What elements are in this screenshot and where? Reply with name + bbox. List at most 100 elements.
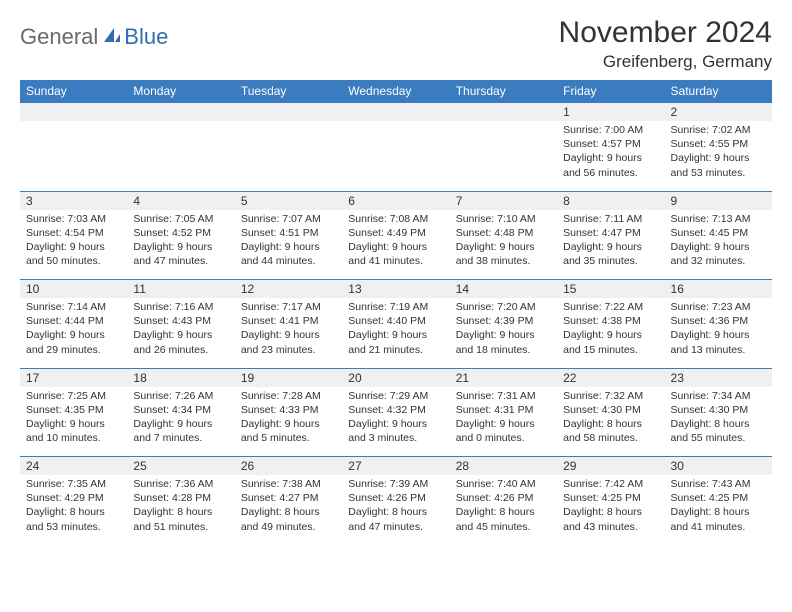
sunrise-text: Sunrise: 7:42 AM bbox=[563, 477, 658, 491]
sunset-text: Sunset: 4:54 PM bbox=[26, 226, 121, 240]
day-number-cell: 20 bbox=[342, 368, 449, 387]
day-number-cell: 3 bbox=[20, 191, 127, 210]
day-detail-cell: Sunrise: 7:16 AMSunset: 4:43 PMDaylight:… bbox=[127, 298, 234, 368]
day-number-cell: 25 bbox=[127, 457, 234, 476]
day-detail-cell: Sunrise: 7:05 AMSunset: 4:52 PMDaylight:… bbox=[127, 210, 234, 280]
daylight-text: Daylight: 9 hours and 41 minutes. bbox=[348, 240, 443, 268]
day-detail-cell bbox=[127, 121, 234, 191]
sunset-text: Sunset: 4:30 PM bbox=[671, 403, 766, 417]
day-detail-cell: Sunrise: 7:20 AMSunset: 4:39 PMDaylight:… bbox=[450, 298, 557, 368]
day-detail-cell: Sunrise: 7:10 AMSunset: 4:48 PMDaylight:… bbox=[450, 210, 557, 280]
sunset-text: Sunset: 4:25 PM bbox=[563, 491, 658, 505]
sunrise-text: Sunrise: 7:16 AM bbox=[133, 300, 228, 314]
day-detail-cell: Sunrise: 7:29 AMSunset: 4:32 PMDaylight:… bbox=[342, 387, 449, 457]
day-header: Thursday bbox=[450, 80, 557, 103]
day-header: Tuesday bbox=[235, 80, 342, 103]
day-number-cell: 24 bbox=[20, 457, 127, 476]
daylight-text: Daylight: 9 hours and 13 minutes. bbox=[671, 328, 766, 356]
day-number-cell bbox=[450, 103, 557, 122]
day-detail-cell: Sunrise: 7:36 AMSunset: 4:28 PMDaylight:… bbox=[127, 475, 234, 545]
sunrise-text: Sunrise: 7:02 AM bbox=[671, 123, 766, 137]
sunrise-text: Sunrise: 7:25 AM bbox=[26, 389, 121, 403]
day-detail-cell: Sunrise: 7:25 AMSunset: 4:35 PMDaylight:… bbox=[20, 387, 127, 457]
daynum-row: 12 bbox=[20, 103, 772, 122]
title-block: November 2024 Greifenberg, Germany bbox=[559, 16, 772, 72]
sunrise-text: Sunrise: 7:13 AM bbox=[671, 212, 766, 226]
day-detail-cell bbox=[342, 121, 449, 191]
day-number-cell bbox=[20, 103, 127, 122]
daylight-text: Daylight: 9 hours and 38 minutes. bbox=[456, 240, 551, 268]
sunrise-text: Sunrise: 7:10 AM bbox=[456, 212, 551, 226]
daylight-text: Daylight: 8 hours and 51 minutes. bbox=[133, 505, 228, 533]
day-number-cell: 23 bbox=[665, 368, 772, 387]
day-detail-cell: Sunrise: 7:39 AMSunset: 4:26 PMDaylight:… bbox=[342, 475, 449, 545]
sunrise-text: Sunrise: 7:32 AM bbox=[563, 389, 658, 403]
sunrise-text: Sunrise: 7:19 AM bbox=[348, 300, 443, 314]
day-number-cell: 30 bbox=[665, 457, 772, 476]
sunset-text: Sunset: 4:26 PM bbox=[456, 491, 551, 505]
month-title: November 2024 bbox=[559, 16, 772, 50]
daylight-text: Daylight: 8 hours and 43 minutes. bbox=[563, 505, 658, 533]
day-detail-cell: Sunrise: 7:14 AMSunset: 4:44 PMDaylight:… bbox=[20, 298, 127, 368]
day-detail-cell: Sunrise: 7:28 AMSunset: 4:33 PMDaylight:… bbox=[235, 387, 342, 457]
day-detail-cell: Sunrise: 7:31 AMSunset: 4:31 PMDaylight:… bbox=[450, 387, 557, 457]
sunrise-text: Sunrise: 7:38 AM bbox=[241, 477, 336, 491]
sunset-text: Sunset: 4:55 PM bbox=[671, 137, 766, 151]
daylight-text: Daylight: 9 hours and 5 minutes. bbox=[241, 417, 336, 445]
sunset-text: Sunset: 4:33 PM bbox=[241, 403, 336, 417]
daylight-text: Daylight: 9 hours and 21 minutes. bbox=[348, 328, 443, 356]
daylight-text: Daylight: 9 hours and 3 minutes. bbox=[348, 417, 443, 445]
day-number-cell: 26 bbox=[235, 457, 342, 476]
day-header: Sunday bbox=[20, 80, 127, 103]
detail-row: Sunrise: 7:25 AMSunset: 4:35 PMDaylight:… bbox=[20, 387, 772, 457]
sunrise-text: Sunrise: 7:03 AM bbox=[26, 212, 121, 226]
sunset-text: Sunset: 4:35 PM bbox=[26, 403, 121, 417]
sunset-text: Sunset: 4:31 PM bbox=[456, 403, 551, 417]
sunrise-text: Sunrise: 7:26 AM bbox=[133, 389, 228, 403]
sunset-text: Sunset: 4:52 PM bbox=[133, 226, 228, 240]
sunset-text: Sunset: 4:25 PM bbox=[671, 491, 766, 505]
day-detail-cell: Sunrise: 7:13 AMSunset: 4:45 PMDaylight:… bbox=[665, 210, 772, 280]
sunset-text: Sunset: 4:34 PM bbox=[133, 403, 228, 417]
day-number-cell: 29 bbox=[557, 457, 664, 476]
daylight-text: Daylight: 8 hours and 45 minutes. bbox=[456, 505, 551, 533]
sunrise-text: Sunrise: 7:40 AM bbox=[456, 477, 551, 491]
sunrise-text: Sunrise: 7:20 AM bbox=[456, 300, 551, 314]
sunrise-text: Sunrise: 7:35 AM bbox=[26, 477, 121, 491]
day-detail-cell bbox=[450, 121, 557, 191]
day-number-cell: 19 bbox=[235, 368, 342, 387]
detail-row: Sunrise: 7:03 AMSunset: 4:54 PM Daylight:… bbox=[20, 210, 772, 280]
calendar-body: 12Sunrise: 7:00 AMSunset: 4:57 PMDayligh… bbox=[20, 103, 772, 546]
sunset-text: Sunset: 4:47 PM bbox=[563, 226, 658, 240]
day-detail-cell: Sunrise: 7:11 AMSunset: 4:47 PMDaylight:… bbox=[557, 210, 664, 280]
daylight-text: Daylight: 9 hours and 32 minutes. bbox=[671, 240, 766, 268]
calendar-table: Sunday Monday Tuesday Wednesday Thursday… bbox=[20, 80, 772, 545]
day-number-cell: 2 bbox=[665, 103, 772, 122]
sunrise-text: Sunrise: 7:28 AM bbox=[241, 389, 336, 403]
day-number-cell: 15 bbox=[557, 280, 664, 299]
day-number-cell: 13 bbox=[342, 280, 449, 299]
logo-text-blue: Blue bbox=[124, 24, 168, 50]
day-detail-cell: Sunrise: 7:35 AMSunset: 4:29 PMDaylight:… bbox=[20, 475, 127, 545]
daylight-text: Daylight: 9 hours and 0 minutes. bbox=[456, 417, 551, 445]
logo-sail-icon bbox=[102, 26, 122, 49]
daynum-row: 3456789 bbox=[20, 191, 772, 210]
sunrise-text: Sunrise: 7:05 AM bbox=[133, 212, 228, 226]
sunset-text: Sunset: 4:51 PM bbox=[241, 226, 336, 240]
sunset-text: Sunset: 4:29 PM bbox=[26, 491, 121, 505]
day-number-cell: 4 bbox=[127, 191, 234, 210]
day-number-cell: 18 bbox=[127, 368, 234, 387]
day-number-cell: 27 bbox=[342, 457, 449, 476]
day-detail-cell: Sunrise: 7:34 AMSunset: 4:30 PMDaylight:… bbox=[665, 387, 772, 457]
day-detail-cell: Sunrise: 7:22 AMSunset: 4:38 PMDaylight:… bbox=[557, 298, 664, 368]
day-detail-cell: Sunrise: 7:23 AMSunset: 4:36 PMDaylight:… bbox=[665, 298, 772, 368]
sunset-text: Sunset: 4:45 PM bbox=[671, 226, 766, 240]
sunrise-text: Sunrise: 7:00 AM bbox=[563, 123, 658, 137]
day-detail-cell: Sunrise: 7:43 AMSunset: 4:25 PMDaylight:… bbox=[665, 475, 772, 545]
daylight-text: Daylight: 9 hours and 10 minutes. bbox=[26, 417, 121, 445]
day-number-cell: 16 bbox=[665, 280, 772, 299]
day-detail-cell: Sunrise: 7:17 AMSunset: 4:41 PMDaylight:… bbox=[235, 298, 342, 368]
day-number-cell: 9 bbox=[665, 191, 772, 210]
day-number-cell: 8 bbox=[557, 191, 664, 210]
sunset-text: Sunset: 4:30 PM bbox=[563, 403, 658, 417]
